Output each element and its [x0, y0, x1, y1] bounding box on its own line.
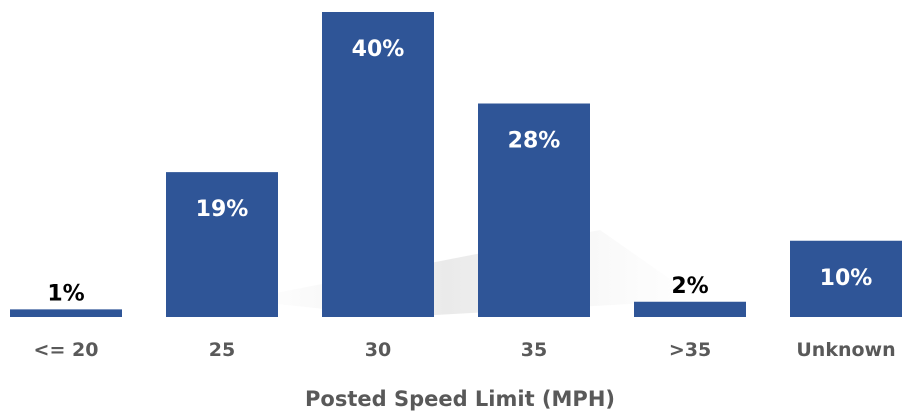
x-tick-label-4: >35 [669, 339, 711, 361]
x-tick-label-1: 25 [209, 339, 235, 361]
bar-2 [322, 12, 434, 317]
bar-value-label-1: 19% [196, 197, 249, 222]
bar-value-label-5: 10% [820, 266, 873, 291]
floor-shadow [240, 230, 700, 317]
bar-value-label-2: 40% [352, 37, 405, 62]
x-tick-label-3: 35 [521, 339, 547, 361]
bar-5 [790, 240, 902, 317]
x-tick-label-0: <= 20 [34, 339, 99, 361]
x-tick-label-5: Unknown [796, 339, 895, 361]
x-tick-label-2: 30 [365, 339, 391, 361]
bar-4 [634, 301, 746, 317]
bar-value-label-0: 1% [47, 281, 84, 306]
bar-1 [166, 172, 278, 317]
bar-3 [478, 103, 590, 317]
bar-0 [10, 309, 122, 317]
x-axis-title: Posted Speed Limit (MPH) [305, 387, 615, 411]
bar-value-label-3: 28% [508, 129, 561, 154]
bar-value-label-4: 2% [671, 274, 708, 299]
